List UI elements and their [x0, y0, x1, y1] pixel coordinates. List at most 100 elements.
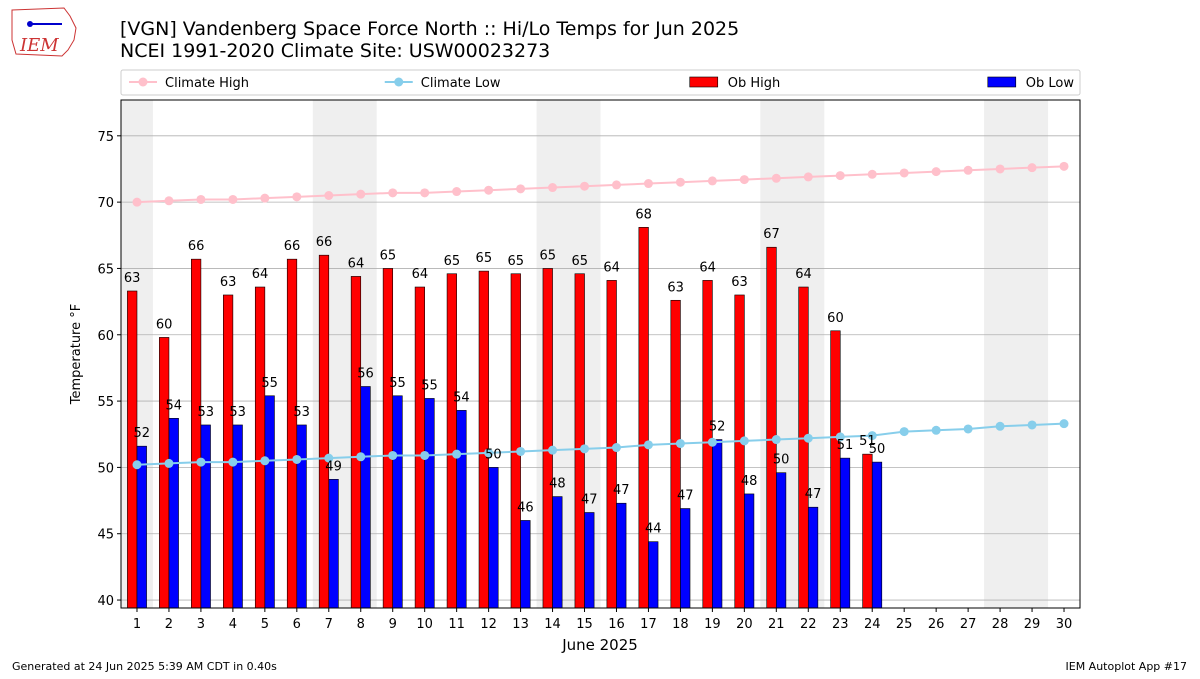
line-point — [995, 164, 1005, 174]
line-point — [1059, 161, 1069, 171]
line-point — [164, 196, 174, 206]
bar — [584, 512, 595, 609]
legend-swatch — [689, 76, 719, 88]
bar — [542, 268, 553, 609]
footer-left: Generated at 24 Jun 2025 5:39 AM CDT in … — [12, 660, 277, 673]
data-label: 50 — [485, 447, 502, 462]
data-label: 65 — [508, 254, 525, 269]
line-point — [675, 177, 685, 187]
x-tick-label: 4 — [229, 617, 237, 632]
bar — [830, 330, 841, 609]
logo-dot — [27, 21, 33, 27]
line-point — [228, 194, 238, 204]
data-label: 47 — [805, 487, 822, 502]
bar — [798, 286, 809, 609]
data-label: 63 — [667, 280, 684, 295]
data-label: 65 — [380, 248, 397, 263]
line-point — [324, 190, 334, 200]
bar — [286, 258, 298, 609]
bar — [807, 506, 819, 609]
data-label: 48 — [549, 477, 566, 492]
line-point — [803, 433, 813, 443]
bar — [392, 395, 403, 609]
bar — [680, 508, 691, 609]
x-tick-label: 24 — [864, 617, 881, 632]
line-point — [867, 431, 877, 441]
data-label: 67 — [763, 227, 780, 242]
data-label: 54 — [165, 398, 182, 413]
bar — [191, 258, 202, 609]
data-label: 55 — [389, 376, 406, 391]
data-label: 64 — [795, 267, 812, 282]
line-point — [739, 175, 749, 185]
data-label: 65 — [444, 254, 461, 269]
plot-frame — [120, 99, 1081, 609]
line-point — [739, 436, 749, 446]
bar — [776, 472, 787, 609]
line-point — [931, 167, 941, 177]
bar — [839, 457, 851, 609]
x-tick-label: 1 — [133, 617, 141, 632]
bar — [232, 424, 243, 609]
data-label: 44 — [645, 522, 662, 537]
line-point — [516, 446, 526, 456]
y-tick-label: 40 — [97, 594, 114, 609]
data-label: 50 — [773, 453, 790, 468]
line-point — [388, 188, 398, 198]
data-label: 66 — [284, 239, 301, 254]
bar — [350, 276, 362, 609]
data-label: 56 — [357, 366, 374, 381]
bar — [424, 398, 435, 609]
x-tick-label: 23 — [832, 617, 849, 632]
x-tick-label: 25 — [896, 617, 913, 632]
data-label: 49 — [325, 459, 342, 474]
y-axis-label: Temperature °F — [69, 304, 84, 405]
bar — [862, 453, 873, 609]
x-tick-label: 16 — [608, 617, 625, 632]
chart-title: [VGN] Vandenberg Space Force North :: Hi… — [120, 18, 739, 40]
bar — [360, 386, 371, 609]
line-point — [835, 432, 845, 442]
data-label: 60 — [827, 311, 844, 326]
x-tick-label: 2 — [165, 617, 173, 632]
x-tick-label: 29 — [1024, 617, 1041, 632]
line-point — [1027, 420, 1037, 430]
data-label: 53 — [197, 405, 214, 420]
data-label: 64 — [699, 260, 716, 275]
line-point — [643, 440, 653, 450]
line-point — [771, 173, 781, 183]
bar — [638, 227, 649, 609]
data-label: 64 — [412, 267, 429, 282]
x-axis-label: June 2025 — [561, 636, 638, 654]
line — [136, 422, 1065, 466]
y-tick-label: 60 — [97, 329, 114, 344]
line-point — [260, 456, 270, 466]
logo-text: IEM — [19, 35, 59, 56]
x-tick-label: 7 — [325, 617, 333, 632]
data-label: 65 — [571, 254, 588, 269]
x-tick-label: 21 — [768, 617, 785, 632]
x-tick-label: 13 — [512, 617, 529, 632]
bar — [488, 467, 499, 609]
x-tick-label: 17 — [640, 617, 657, 632]
bar — [168, 418, 179, 609]
line-point — [867, 169, 877, 179]
data-label: 51 — [859, 434, 876, 449]
data-label: 53 — [293, 405, 310, 420]
line-point — [356, 189, 366, 199]
data-label: 47 — [613, 483, 630, 498]
line-point — [899, 427, 909, 437]
data-label: 64 — [252, 267, 269, 282]
bar — [871, 461, 883, 609]
bar — [478, 270, 489, 609]
x-tick-label: 19 — [704, 617, 721, 632]
data-label: 52 — [709, 420, 726, 435]
data-label: 53 — [229, 405, 246, 420]
bar — [552, 496, 563, 609]
logo: IEM — [11, 7, 77, 57]
line-point — [707, 176, 717, 186]
line-point — [132, 460, 142, 470]
line-point — [899, 168, 909, 178]
line-point — [292, 454, 302, 464]
legend-swatch — [987, 76, 1017, 88]
